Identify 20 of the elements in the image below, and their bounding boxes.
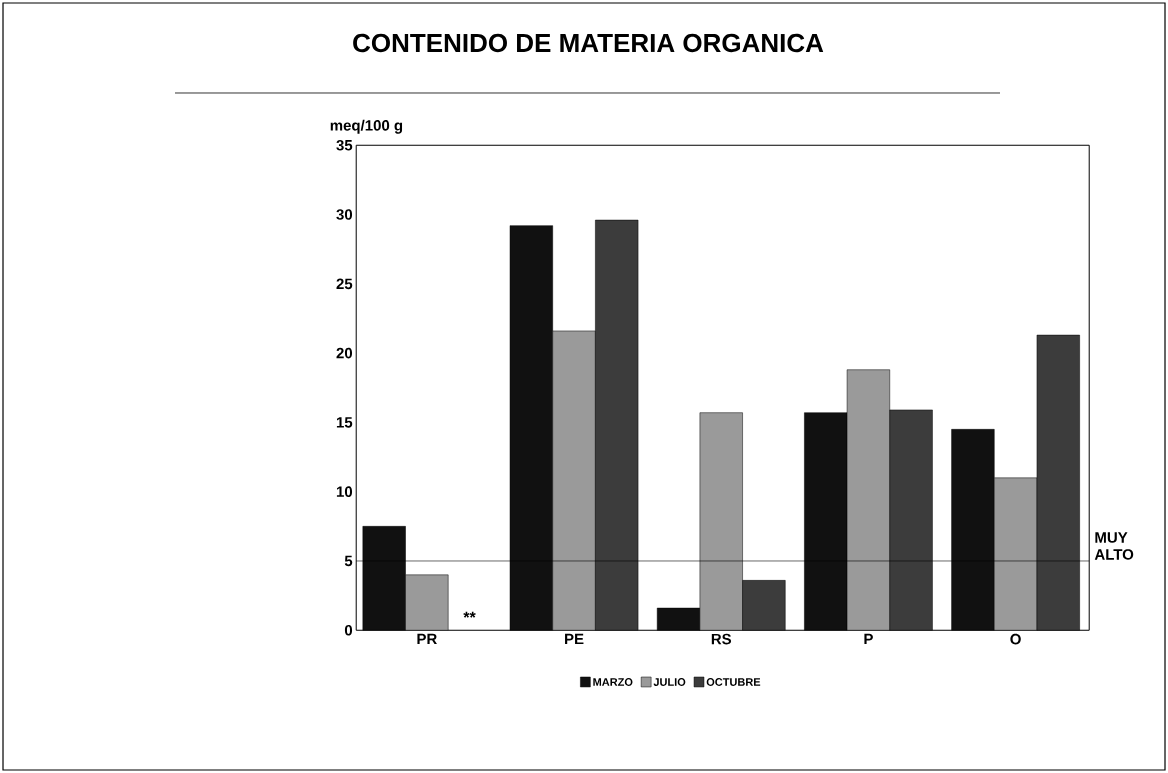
y-tick-label: 35 — [336, 139, 353, 151]
y-tick-label: 15 — [336, 417, 353, 428]
annotation: ** — [463, 611, 476, 618]
legend-label: MARZO — [593, 678, 633, 686]
y-tick-label: 10 — [336, 486, 353, 497]
legend-label: JULIO — [653, 678, 686, 686]
y-tick-label: 20 — [336, 347, 353, 359]
x-tick-label: PR — [417, 633, 437, 645]
y-tick-label: 25 — [336, 278, 353, 290]
ref-line-label: MUY ALTO — [1094, 532, 1134, 560]
chart-title: CONTENIDO DE MATERIA ORGANICA — [353, 33, 824, 53]
y-tick-label: 30 — [336, 209, 353, 220]
x-tick-label: P — [864, 633, 873, 645]
y-tick-label: 5 — [344, 555, 353, 567]
x-tick-label: RS — [711, 633, 732, 645]
x-tick-label: PE — [565, 633, 584, 645]
y-axis-title: meq/100 g — [330, 119, 403, 134]
x-tick-label: O — [1010, 633, 1021, 645]
y-tick-label: 0 — [344, 624, 353, 636]
legend-label: OCTUBRE — [706, 678, 761, 686]
